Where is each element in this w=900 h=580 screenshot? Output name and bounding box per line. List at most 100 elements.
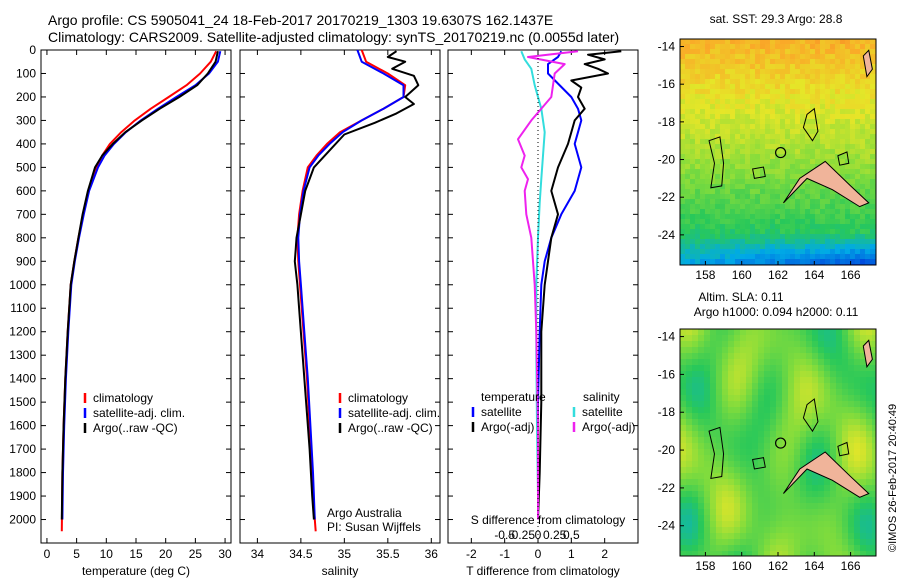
heatmap-cell xyxy=(740,44,746,50)
heatmap-cell xyxy=(740,521,747,528)
heatmap-cell xyxy=(770,443,777,450)
heatmap-cell xyxy=(845,219,851,225)
heatmap-cell xyxy=(854,341,861,348)
heatmap-cell xyxy=(806,335,813,342)
y-tick-label: 500 xyxy=(16,160,36,174)
heatmap-cell xyxy=(785,114,791,120)
heatmap-cell xyxy=(690,94,696,100)
heatmap-cell xyxy=(825,99,831,105)
heatmap-cell xyxy=(800,74,806,80)
heatmap-cell xyxy=(860,461,867,468)
heatmap-cell xyxy=(740,214,746,220)
heatmap-cell xyxy=(705,74,711,80)
heatmap-cell xyxy=(842,509,849,516)
heatmap-cell xyxy=(776,419,783,426)
heatmap-cell xyxy=(830,503,837,510)
heatmap-cell xyxy=(855,104,861,110)
heatmap-cell xyxy=(690,209,696,215)
heatmap-cell xyxy=(854,437,861,444)
heatmap-cell xyxy=(776,353,783,360)
heatmap-cell xyxy=(854,383,861,390)
heatmap-cell xyxy=(690,254,696,260)
heatmap-cell xyxy=(810,49,816,55)
heatmap-cell xyxy=(860,437,867,444)
heatmap-cell xyxy=(752,395,759,402)
heatmap-cell xyxy=(835,209,841,215)
heatmap-cell xyxy=(860,74,866,80)
heatmap-cell xyxy=(745,199,751,205)
heatmap-cell xyxy=(695,249,701,255)
heatmap-cell xyxy=(752,449,759,456)
heatmap-cell xyxy=(764,533,771,540)
heatmap-cell xyxy=(780,199,786,205)
heatmap-cell xyxy=(705,104,711,110)
heatmap-cell xyxy=(715,64,721,70)
heatmap-cell xyxy=(818,443,825,450)
heatmap-cell xyxy=(775,144,781,150)
heatmap-cell xyxy=(775,134,781,140)
heatmap-cell xyxy=(765,54,771,60)
heatmap-cell xyxy=(872,521,876,528)
heatmap-cell xyxy=(794,461,801,468)
heatmap-cell xyxy=(830,401,837,408)
heatmap-cell xyxy=(830,341,837,348)
heatmap-cell xyxy=(830,419,837,426)
heatmap-cell xyxy=(695,44,701,50)
heatmap-cell xyxy=(825,134,831,140)
heatmap-cell xyxy=(746,347,753,354)
heatmap-cell xyxy=(770,119,776,125)
heatmap-cell xyxy=(830,509,837,516)
heatmap-cell xyxy=(770,69,776,75)
heatmap-cell xyxy=(770,74,776,80)
heatmap-cell xyxy=(705,219,711,225)
heatmap-cell xyxy=(790,194,796,200)
heatmap-cell xyxy=(740,443,747,450)
heatmap-cell xyxy=(715,49,721,55)
heatmap-cell xyxy=(758,515,765,522)
heatmap-cell xyxy=(775,149,781,155)
heatmap-cell xyxy=(740,149,746,155)
heatmap-cell xyxy=(692,509,699,516)
heatmap-cell xyxy=(790,214,796,220)
heatmap-cell xyxy=(685,129,691,135)
heatmap-cell xyxy=(820,249,826,255)
heatmap-cell xyxy=(848,431,855,438)
y-tick-label: 1900 xyxy=(9,489,36,503)
heatmap-cell xyxy=(765,74,771,80)
heatmap-cell xyxy=(872,473,876,480)
heatmap-cell xyxy=(850,59,856,65)
heatmap-cell xyxy=(755,194,761,200)
heatmap-cell xyxy=(845,159,851,165)
heatmap-cell xyxy=(728,341,735,348)
heatmap-cell xyxy=(765,94,771,100)
heatmap-cell xyxy=(745,239,751,245)
heatmap-cell xyxy=(764,503,771,510)
heatmap-cell xyxy=(794,515,801,522)
heatmap-cell xyxy=(695,114,701,120)
heatmap-cell xyxy=(698,407,705,414)
heatmap-cell xyxy=(815,224,821,230)
heatmap-cell xyxy=(794,419,801,426)
heatmap-cell xyxy=(842,455,849,462)
heatmap-cell xyxy=(755,89,761,95)
heatmap-cell xyxy=(700,199,706,205)
heatmap-cell xyxy=(770,485,777,492)
heatmap-cell xyxy=(795,64,801,70)
heatmap-cell xyxy=(855,139,861,145)
y-tick-label: -18 xyxy=(658,115,676,129)
heatmap-cell xyxy=(866,401,873,408)
heatmap-cell xyxy=(728,533,735,540)
heatmap-cell xyxy=(866,491,873,498)
heatmap-cell xyxy=(705,199,711,205)
heatmap-cell xyxy=(800,99,806,105)
heatmap-cell xyxy=(810,69,816,75)
heatmap-cell xyxy=(745,124,751,130)
heatmap-cell xyxy=(720,54,726,60)
heatmap-cell xyxy=(824,359,831,366)
heatmap-cell xyxy=(740,377,747,384)
heatmap-cell xyxy=(782,485,789,492)
heatmap-cell xyxy=(795,139,801,145)
heatmap-cell xyxy=(692,365,699,372)
heatmap-cell xyxy=(765,174,771,180)
heatmap-cell xyxy=(835,139,841,145)
